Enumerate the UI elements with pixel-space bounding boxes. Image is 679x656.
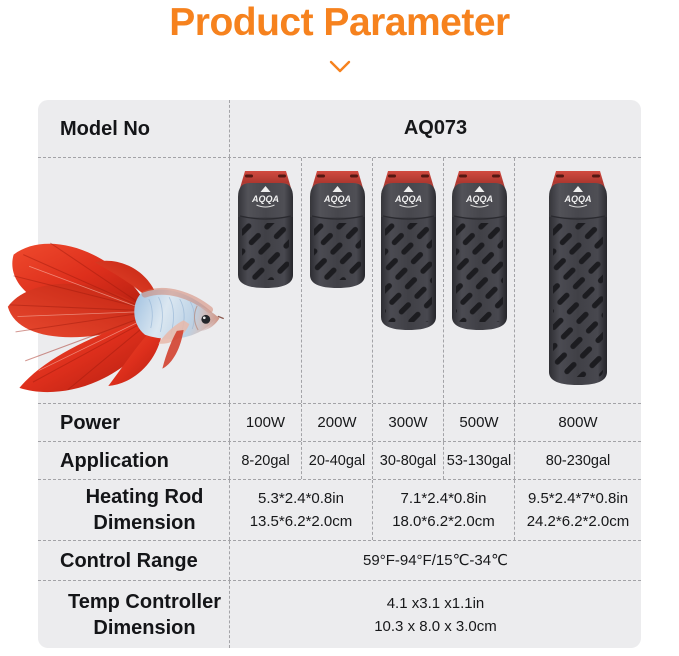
heating-rod-large-inches: 9.5*2.4*7*0.8in — [527, 490, 629, 507]
power-label: Power — [60, 411, 121, 434]
model-no-label: Model No — [60, 117, 150, 140]
svg-text:AQQA: AQQA — [323, 194, 351, 204]
application-value-2: 20-40gal — [301, 442, 372, 479]
power-value-800w: 800W — [514, 404, 641, 441]
aquarium-heater-800w-image: AQQA — [514, 158, 641, 403]
application-value-1: 8-20gal — [229, 442, 301, 479]
power-value-200w: 200W — [301, 404, 372, 441]
table-row-product-images: AQQA AQQA — [38, 157, 641, 403]
page-title: Product Parameter — [169, 1, 510, 44]
temp-controller-inches: 4.1 x3.1 x1.1in — [386, 594, 485, 612]
heating-rod-dimension-label: Heating Rod Dimension — [85, 486, 204, 534]
power-value-300w: 300W — [372, 404, 443, 441]
product-parameter-table: Model No AQ073 AQQA — [38, 100, 641, 648]
table-row-application: Application 8-20gal 20-40gal 30-80gal 53… — [38, 441, 641, 479]
heating-rod-large-cm: 24.2*6.2*2.0cm — [526, 513, 630, 530]
power-value-500w: 500W — [443, 404, 514, 441]
heating-rod-medium-inches: 7.1*2.4*0.8in — [400, 490, 487, 507]
aquarium-heater-200w-image: AQQA — [301, 158, 372, 403]
svg-text:AQQA: AQQA — [251, 194, 279, 204]
heating-rod-small-cm: 13.5*6.2*2.0cm — [249, 513, 353, 530]
temp-controller-dimension-label: Temp Controller Dimension — [68, 590, 221, 639]
heating-rod-value-small: 5.3*2.4*0.8in 13.5*6.2*2.0cm — [229, 480, 372, 540]
heating-rod-value-medium: 7.1*2.4*0.8in 18.0*6.2*2.0cm — [372, 480, 514, 540]
application-value-3: 30-80gal — [372, 442, 443, 479]
heating-rod-small-inches: 5.3*2.4*0.8in — [258, 490, 344, 507]
temp-controller-cm: 10.3 x 8.0 x 3.0cm — [374, 617, 497, 635]
application-value-5: 80-230gal — [514, 442, 641, 479]
table-row-heating-rod-dimension: Heating Rod Dimension 5.3*2.4*0.8in 13.5… — [38, 479, 641, 540]
table-row-power: Power 100W 200W 300W 500W 800W — [38, 403, 641, 441]
images-row-spacer — [38, 158, 229, 403]
svg-text:AQQA: AQQA — [465, 194, 493, 204]
application-label: Application — [60, 449, 169, 472]
aquarium-heater-100w-image: AQQA — [229, 158, 301, 403]
table-row-control-range: Control Range 59°F-94°F/15℃-34℃ — [38, 540, 641, 580]
temp-controller-dimension-value: 4.1 x3.1 x1.1in 10.3 x 8.0 x 3.0cm — [229, 581, 641, 648]
chevron-down-icon — [0, 60, 679, 74]
control-range-label: Control Range — [60, 549, 198, 572]
heating-rod-medium-cm: 18.0*6.2*2.0cm — [392, 513, 495, 530]
svg-text:AQQA: AQQA — [394, 194, 422, 204]
aquarium-heater-500w-image: AQQA — [443, 158, 514, 403]
table-row-temp-controller-dimension: Temp Controller Dimension 4.1 x3.1 x1.1i… — [38, 580, 641, 648]
control-range-value: 59°F-94°F/15℃-34℃ — [229, 541, 641, 580]
heating-rod-value-large: 9.5*2.4*7*0.8in 24.2*6.2*2.0cm — [514, 480, 641, 540]
svg-text:AQQA: AQQA — [564, 194, 592, 204]
power-value-100w: 100W — [229, 404, 301, 441]
table-row-model: Model No AQ073 — [38, 100, 641, 157]
application-value-4: 53-130gal — [443, 442, 514, 479]
model-no-value: AQ073 — [229, 100, 641, 157]
aquarium-heater-300w-image: AQQA — [372, 158, 443, 403]
